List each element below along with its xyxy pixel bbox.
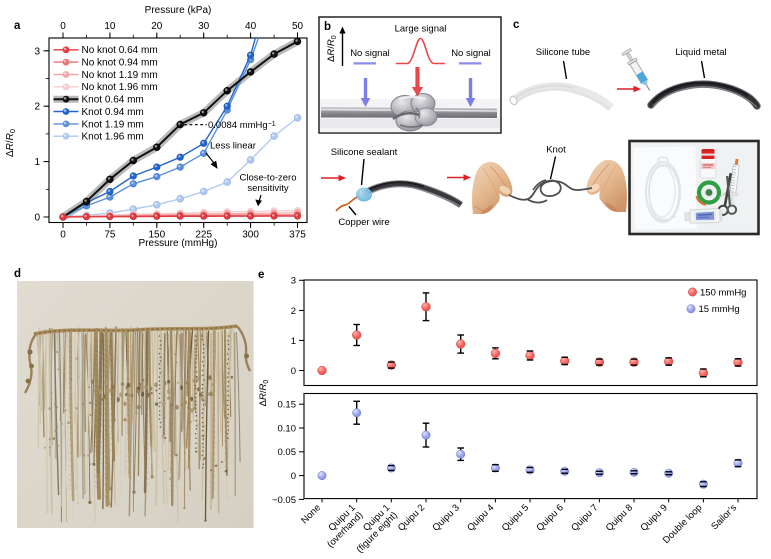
svg-text:0: 0 bbox=[60, 230, 66, 241]
svg-text:0.05: 0.05 bbox=[278, 447, 297, 458]
svg-text:−0.05: −0.05 bbox=[272, 495, 296, 506]
svg-text:No knot 1.19 mm: No knot 1.19 mm bbox=[82, 70, 158, 81]
svg-text:0.15: 0.15 bbox=[278, 400, 297, 411]
svg-text:15 mmHg: 15 mmHg bbox=[699, 304, 740, 315]
svg-text:Liquid metal: Liquid metal bbox=[675, 47, 726, 58]
svg-text:No knot 1.96 mm: No knot 1.96 mm bbox=[82, 82, 158, 93]
svg-text:Silicone tube: Silicone tube bbox=[536, 47, 590, 58]
svg-text:375: 375 bbox=[289, 230, 306, 241]
svg-text:d: d bbox=[14, 268, 21, 280]
svg-text:Pressure (mmHg): Pressure (mmHg) bbox=[139, 238, 218, 249]
svg-text:e: e bbox=[258, 269, 264, 281]
svg-text:0.10: 0.10 bbox=[278, 423, 297, 434]
svg-text:2: 2 bbox=[291, 306, 296, 317]
svg-text:Knot 0.64 mm: Knot 0.64 mm bbox=[82, 95, 144, 106]
svg-text:1: 1 bbox=[291, 336, 296, 347]
svg-text:20: 20 bbox=[151, 21, 163, 32]
svg-text:3: 3 bbox=[34, 46, 40, 57]
svg-text:ΔR/R0: ΔR/R0 bbox=[258, 380, 270, 407]
svg-text:Copper wire: Copper wire bbox=[338, 217, 389, 228]
svg-text:0: 0 bbox=[34, 213, 40, 224]
svg-text:50: 50 bbox=[292, 21, 304, 32]
svg-text:0: 0 bbox=[60, 21, 66, 32]
svg-text:Close-to-zero: Close-to-zero bbox=[239, 173, 296, 184]
svg-text:Knot 1.19 mm: Knot 1.19 mm bbox=[82, 119, 144, 130]
svg-text:Knot 0.94 mm: Knot 0.94 mm bbox=[82, 107, 144, 118]
svg-text:Pressure (kPa): Pressure (kPa) bbox=[145, 5, 212, 16]
svg-text:30: 30 bbox=[198, 21, 210, 32]
svg-text:225: 225 bbox=[195, 230, 212, 241]
svg-text:3: 3 bbox=[291, 276, 296, 287]
svg-text:150: 150 bbox=[148, 230, 165, 241]
svg-text:ΔR/R0: ΔR/R0 bbox=[5, 129, 17, 157]
svg-text:b: b bbox=[324, 21, 331, 33]
svg-text:0: 0 bbox=[291, 366, 296, 377]
svg-text:a: a bbox=[14, 20, 21, 32]
svg-text:ΔR/R0: ΔR/R0 bbox=[326, 35, 338, 62]
svg-text:0.0084 mmHg−1: 0.0084 mmHg−1 bbox=[208, 120, 276, 131]
svg-text:Less linear: Less linear bbox=[210, 141, 256, 152]
svg-text:0: 0 bbox=[291, 471, 296, 482]
svg-text:c: c bbox=[513, 19, 520, 31]
svg-text:No knot 0.64 mm: No knot 0.64 mm bbox=[82, 45, 158, 56]
svg-text:Knot 1.96 mm: Knot 1.96 mm bbox=[82, 132, 144, 143]
svg-text:Knot: Knot bbox=[546, 145, 566, 156]
svg-text:Silicone sealant: Silicone sealant bbox=[331, 147, 398, 158]
svg-text:10: 10 bbox=[104, 21, 116, 32]
svg-text:No signal: No signal bbox=[350, 48, 390, 59]
svg-text:150 mmHg: 150 mmHg bbox=[700, 287, 746, 298]
svg-text:2: 2 bbox=[34, 102, 40, 113]
svg-text:No signal: No signal bbox=[451, 48, 491, 59]
svg-text:Large signal: Large signal bbox=[395, 24, 447, 35]
svg-text:300: 300 bbox=[242, 230, 259, 241]
svg-text:1: 1 bbox=[34, 157, 40, 168]
svg-text:40: 40 bbox=[245, 21, 257, 32]
svg-text:75: 75 bbox=[104, 230, 116, 241]
svg-text:No knot 0.94 mm: No knot 0.94 mm bbox=[82, 58, 158, 69]
svg-text:sensitivity: sensitivity bbox=[247, 183, 288, 194]
